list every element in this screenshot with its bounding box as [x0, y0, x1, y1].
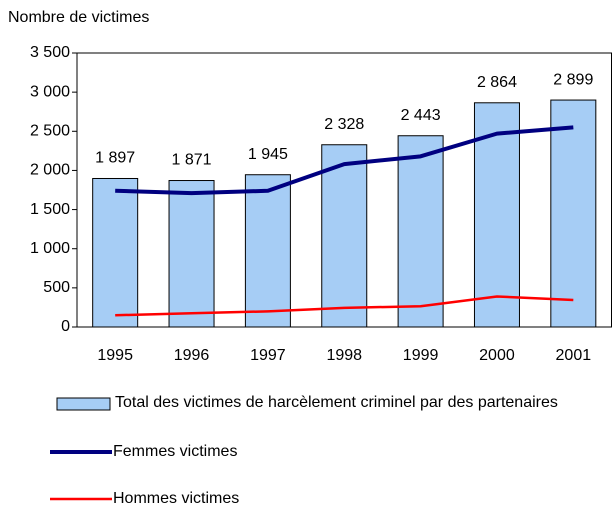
y-tick-label: 3 500 — [30, 44, 70, 61]
bar-value-label: 2 328 — [324, 116, 364, 133]
y-tick-label: 500 — [43, 279, 70, 296]
y-tick-label: 1 500 — [30, 201, 70, 218]
x-tick-label: 1999 — [403, 347, 439, 364]
y-tick-label: 0 — [61, 318, 70, 335]
bar — [92, 177, 139, 328]
y-tick-label: 2 500 — [30, 123, 70, 140]
bar-value-label: 1 945 — [248, 146, 288, 163]
bar-value-label: 2 899 — [553, 71, 593, 88]
x-tick-label: 2000 — [479, 347, 515, 364]
x-tick-label: 1996 — [174, 347, 210, 364]
legend-label: Femmes victimes — [113, 443, 237, 460]
x-tick-label: 1995 — [97, 347, 133, 364]
line — [115, 295, 574, 317]
y-tick-label: 1 000 — [30, 240, 70, 257]
line — [115, 125, 574, 196]
x-tick-label: 2001 — [556, 347, 592, 364]
bar — [168, 180, 215, 328]
bar-value-label: 1 897 — [95, 150, 135, 167]
bar-value-label: 2 864 — [477, 74, 517, 91]
y-tick-label: 3 000 — [30, 83, 70, 100]
bar — [321, 144, 368, 328]
bar — [397, 135, 444, 328]
legend-label: Total des victimes de harcèlement crimin… — [115, 394, 558, 411]
x-tick-label: 1998 — [326, 347, 362, 364]
bar — [244, 174, 291, 328]
legend-swatch — [56, 397, 111, 411]
legend-label-box: Total des victimes de harcèlement crimin… — [115, 394, 558, 411]
x-tick-label: 1997 — [250, 347, 286, 364]
bar-value-label: 1 871 — [172, 152, 212, 169]
bar-value-label: 2 443 — [401, 107, 441, 124]
legend-label: Hommes victimes — [113, 490, 239, 507]
y-axis-title: Nombre de victimes — [8, 9, 149, 26]
y-tick-label: 2 000 — [30, 162, 70, 179]
bar — [473, 102, 520, 328]
bar — [550, 99, 597, 328]
